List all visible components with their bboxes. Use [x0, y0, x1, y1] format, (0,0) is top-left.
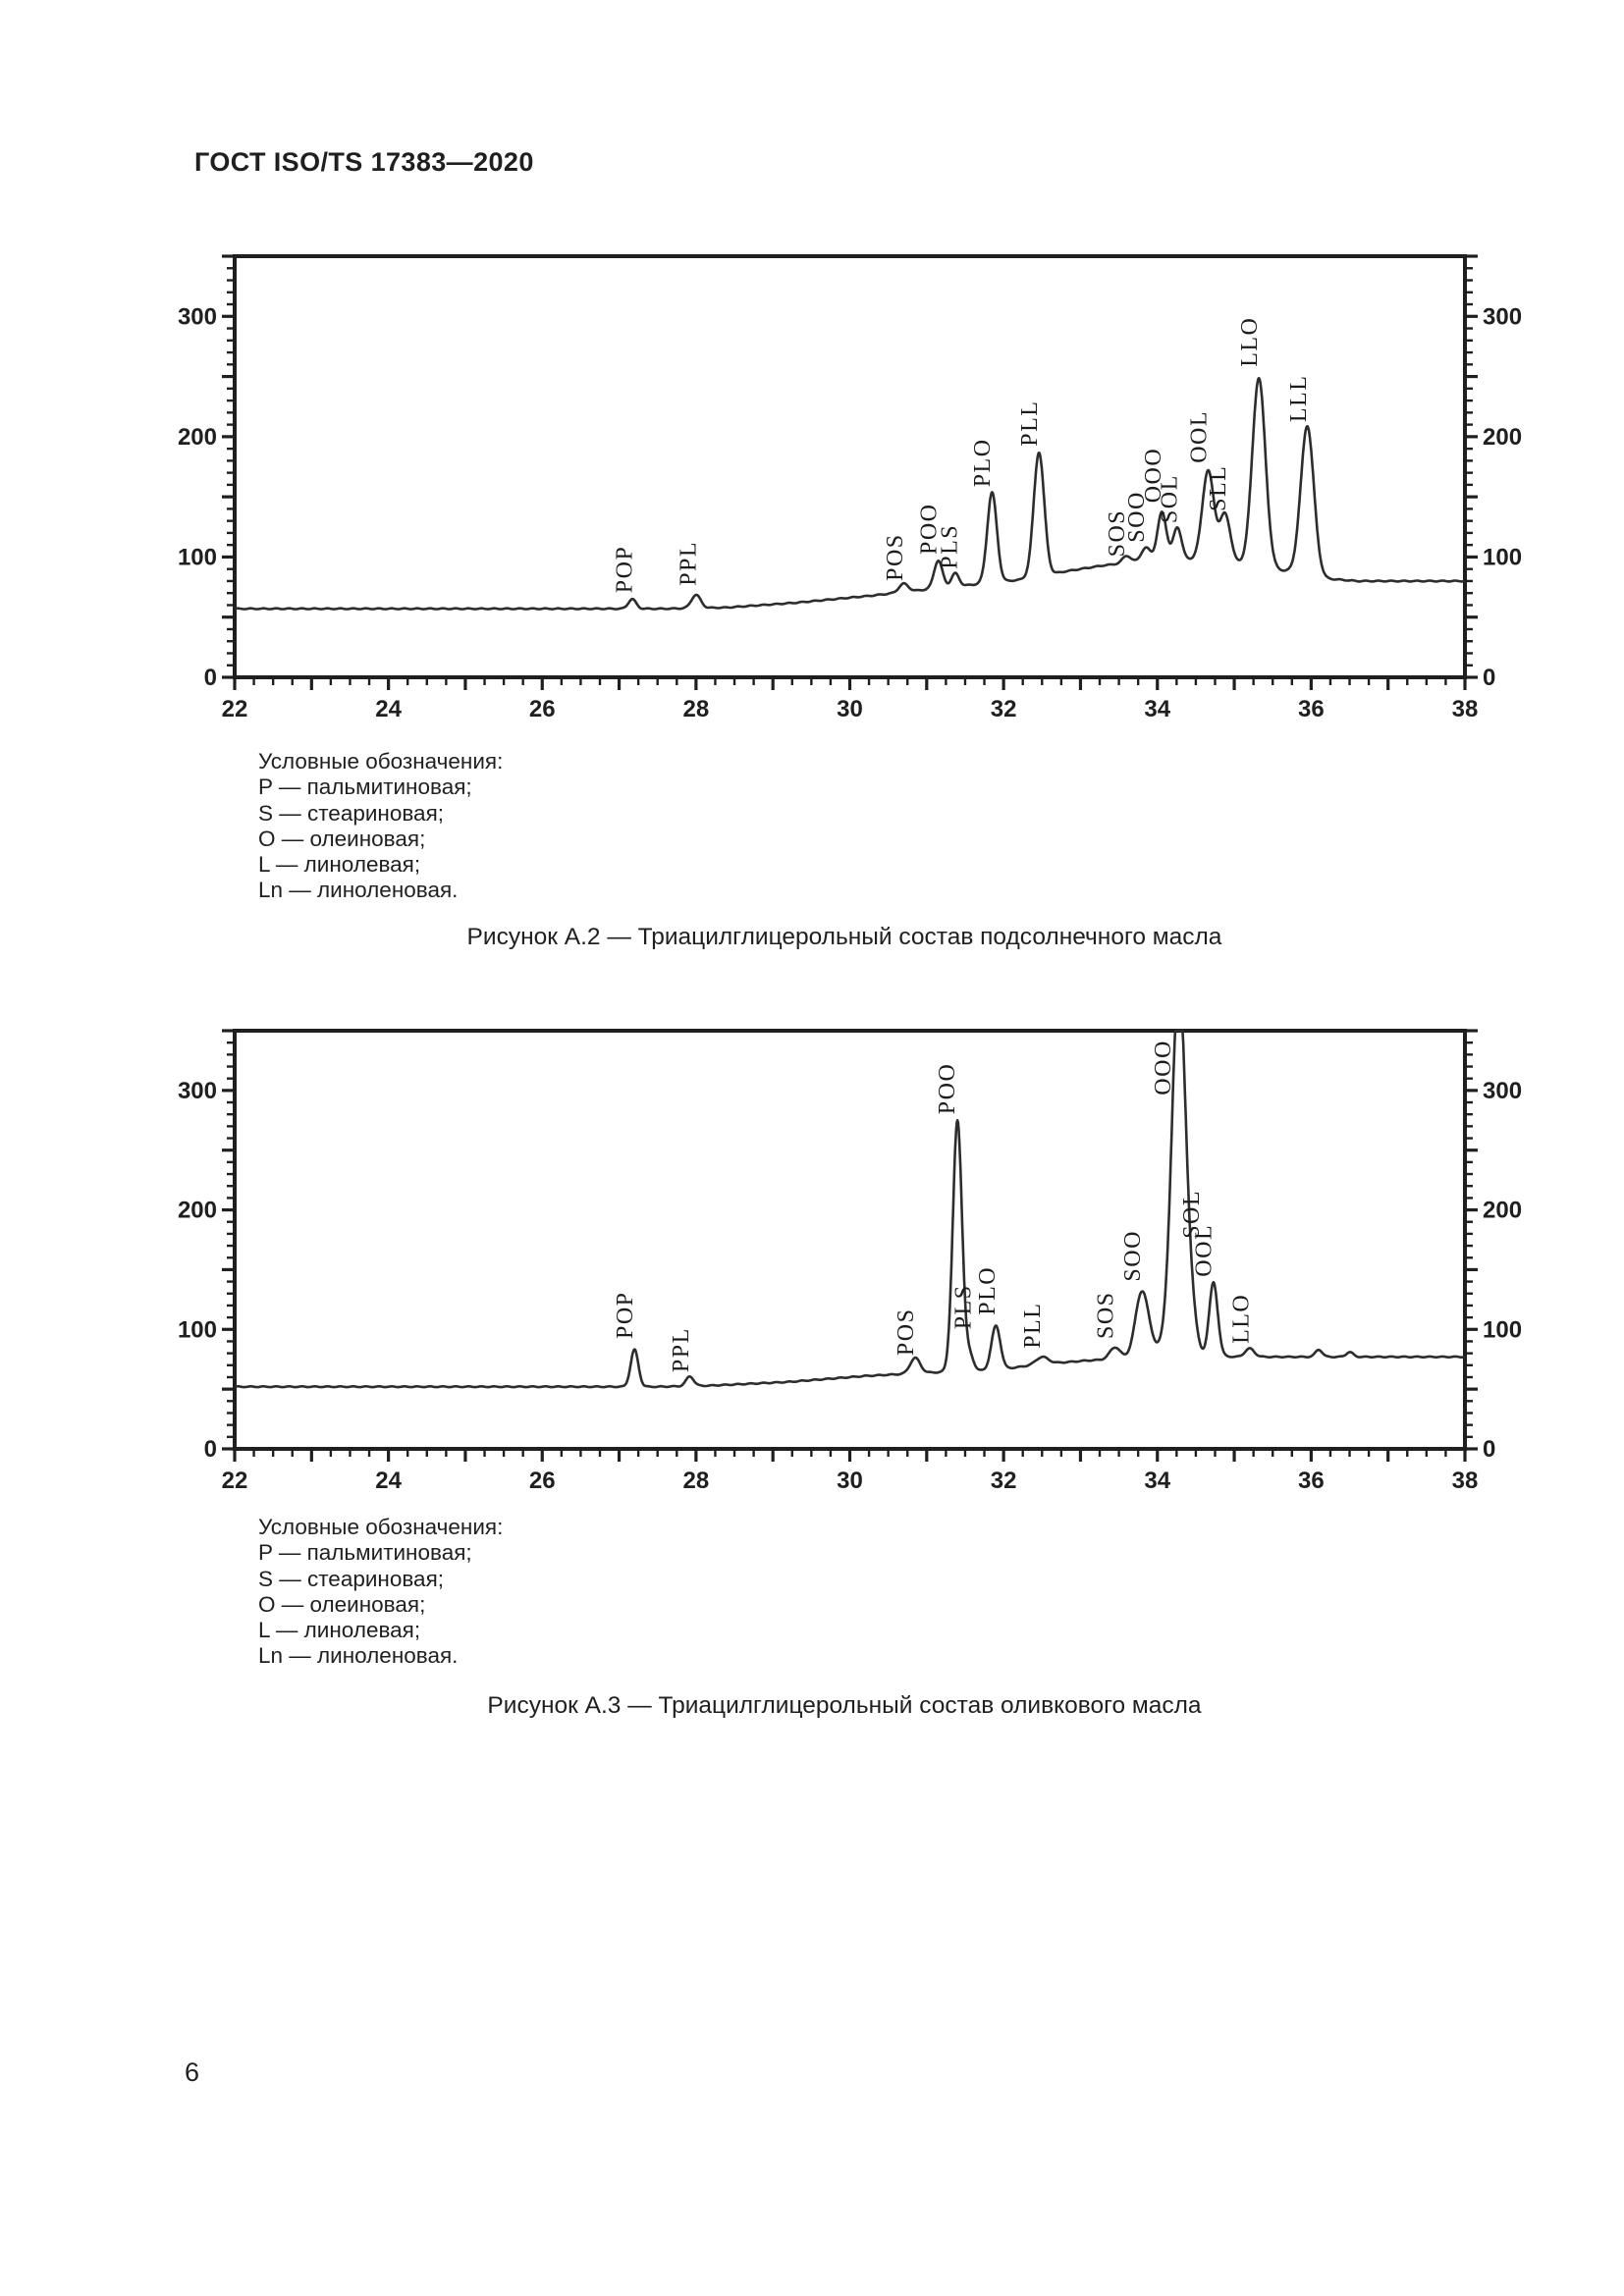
- figure-caption-a3: Рисунок А.3 — Триацилглицерольный состав…: [487, 1692, 1202, 1719]
- y-tick-label-left: 200: [178, 1198, 217, 1224]
- peak-label-pll: PLL: [1020, 1303, 1046, 1349]
- peak-label-sos: SOS: [1105, 509, 1130, 558]
- y-tick-label-left: 0: [204, 1436, 217, 1463]
- y-tick-label-left: 300: [178, 1078, 217, 1104]
- peak-label-lll: LLL: [1286, 375, 1312, 422]
- x-tick-label: 22: [222, 1468, 248, 1494]
- y-tick-label-left: 0: [204, 665, 217, 691]
- x-tick-label: 34: [1144, 696, 1170, 722]
- peak-label-soo: SOO: [1120, 1230, 1146, 1282]
- x-tick-label: 24: [375, 696, 402, 722]
- x-tick-label: 32: [991, 696, 1017, 722]
- x-tick-label: 36: [1298, 1468, 1325, 1494]
- legend-line: L — линолевая;: [258, 1618, 421, 1643]
- y-tick-label-left: 300: [178, 303, 217, 330]
- legend-line: Ln — линоленовая.: [258, 878, 459, 903]
- legend-line: S — стеариновая;: [258, 800, 445, 826]
- figure-caption-a2: Рисунок А.2 — Триацилглицерольный состав…: [466, 924, 1222, 950]
- y-tick-label-left: 200: [178, 424, 217, 451]
- page-header: ГОСТ ISO/TS 17383—2020: [194, 147, 534, 177]
- peak-label-pls: PLS: [938, 524, 963, 569]
- y-tick-label-right: 200: [1483, 424, 1522, 451]
- peak-label-soo: SOO: [1124, 491, 1150, 543]
- legend-line: O — олеиновая;: [258, 826, 426, 851]
- peak-label-pop: POP: [612, 546, 637, 594]
- legend-line: L — линолевая;: [258, 852, 421, 878]
- y-tick-label-right: 0: [1483, 1436, 1495, 1463]
- y-tick-label-right: 100: [1483, 1316, 1522, 1343]
- peak-label-pls: PLS: [951, 1284, 977, 1329]
- legend-line: S — стеариновая;: [258, 1566, 445, 1591]
- x-tick-label: 26: [529, 696, 556, 722]
- peak-label-ooo: OOO: [1141, 448, 1166, 504]
- peak-label-poo: POO: [935, 1063, 960, 1115]
- x-tick-label: 30: [837, 696, 863, 722]
- peak-label-sol: SOL: [1158, 474, 1183, 523]
- legend-title: Условные обозначения:: [258, 749, 504, 774]
- x-tick-label: 38: [1452, 696, 1479, 722]
- x-tick-label: 32: [991, 1468, 1017, 1494]
- legend-a2: Условные обозначения: P — пальмитиновая; S…: [258, 749, 503, 904]
- y-tick-label-right: 300: [1483, 1078, 1522, 1104]
- x-tick-label: 28: [683, 696, 710, 722]
- legend-line: Ln — линоленовая.: [258, 1643, 459, 1669]
- peak-label-llo: LLO: [1228, 1294, 1254, 1344]
- y-tick-label-left: 100: [178, 544, 217, 570]
- y-tick-label-right: 100: [1483, 544, 1522, 570]
- peak-label-pll: PLL: [1017, 400, 1043, 447]
- chromatogram-trace: [234, 376, 1466, 611]
- x-tick-label: 22: [222, 696, 248, 722]
- legend-a3: Условные обозначения: P — пальмитиновая; S…: [258, 1515, 503, 1670]
- peak-label-pop: POP: [613, 1291, 638, 1339]
- y-tick-label-right: 0: [1483, 665, 1495, 691]
- legend-line: P — пальмитиновая;: [258, 774, 472, 800]
- x-tick-label: 24: [375, 1468, 402, 1494]
- x-tick-label: 28: [683, 1468, 710, 1494]
- x-tick-label: 30: [837, 1468, 863, 1494]
- peak-label-sol: SOL: [1179, 1190, 1205, 1239]
- peak-label-llo: LLO: [1237, 317, 1263, 367]
- legend-line: P — пальмитиновая;: [258, 1540, 472, 1566]
- x-tick-label: 26: [529, 1468, 556, 1494]
- y-tick-label-right: 200: [1483, 1198, 1522, 1224]
- peak-label-pos: POS: [893, 1308, 919, 1357]
- peak-label-sos: SOS: [1094, 1291, 1119, 1339]
- peak-label-pos: POS: [883, 533, 908, 581]
- page-number: 6: [185, 2057, 200, 2087]
- legend-line: O — олеиновая;: [258, 1591, 426, 1617]
- chromatogram-trace: [234, 1029, 1466, 1389]
- x-tick-label: 38: [1452, 1468, 1479, 1494]
- peak-label-sll: SLL: [1206, 465, 1231, 511]
- plot-frame: [233, 254, 1467, 679]
- peak-label-ppl: PPL: [669, 1327, 694, 1372]
- peak-label-ool: OOL: [1186, 410, 1212, 463]
- y-tick-label-left: 100: [178, 1316, 217, 1343]
- x-tick-label: 36: [1298, 696, 1325, 722]
- y-tick-label-right: 300: [1483, 303, 1522, 330]
- peak-label-poo: POO: [916, 503, 942, 555]
- x-tick-label: 34: [1144, 1468, 1170, 1494]
- peak-label-ooo: OOO: [1151, 1040, 1176, 1095]
- legend-title: Условные обозначения:: [258, 1515, 504, 1539]
- peak-label-plo: PLO: [970, 438, 996, 487]
- peak-label-ppl: PPL: [676, 541, 701, 586]
- peak-label-ool: OOL: [1192, 1224, 1218, 1277]
- peak-label-plo: PLO: [975, 1266, 1001, 1315]
